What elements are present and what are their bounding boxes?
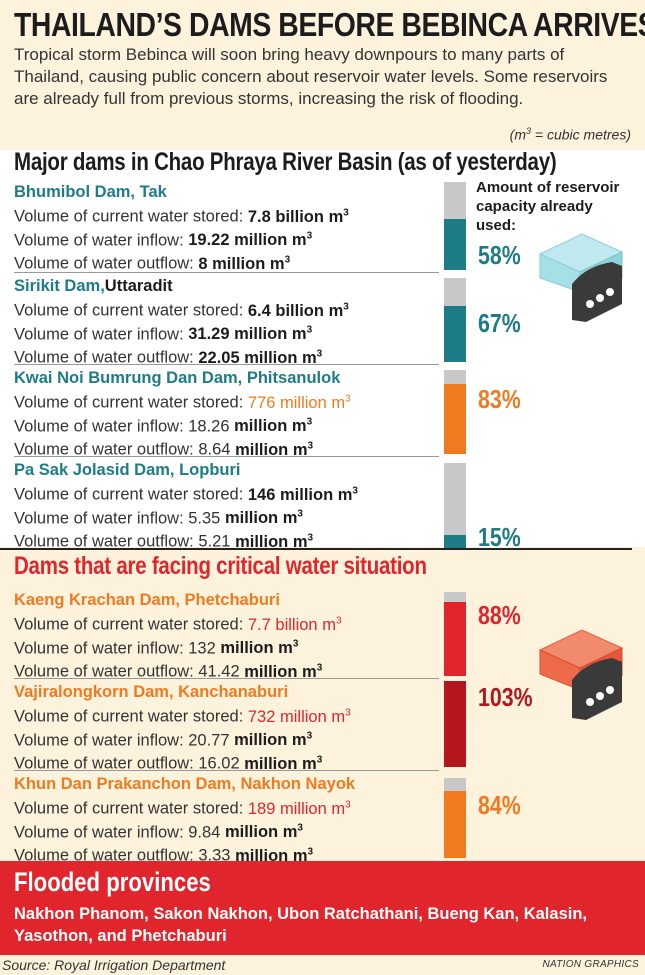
- outflow-row: Volume of water outflow: 3.33 million m3: [14, 846, 314, 865]
- inflow-row: Volume of water inflow: 31.29 million m3: [14, 324, 313, 344]
- stored-row: Volume of current water stored: 732 mill…: [14, 707, 351, 726]
- section-title-critical: Dams that are facing critical water situ…: [14, 552, 427, 580]
- dam-entry-kwai-noi: Kwai Noi Bumrung Dan Dam, Phitsanulok Vo…: [14, 368, 444, 460]
- capacity-bar-fill: [444, 218, 466, 270]
- dam-name: Pa Sak Jolasid Dam, Lopburi: [14, 461, 241, 479]
- outflow-row: Volume of water outflow: 8.64 million m3: [14, 440, 314, 459]
- capacity-percent: 58%: [478, 240, 521, 270]
- divider: [14, 678, 439, 679]
- stored-row: Volume of current water stored: 7.8 bill…: [14, 207, 349, 226]
- reservoir-cube-icon: [538, 233, 624, 322]
- outflow-row: Volume of water outflow: 5.21 million m3: [14, 532, 314, 551]
- capacity-label: Amount of reservoir capacity already use…: [476, 179, 620, 234]
- flooded-provinces-box: Flooded provinces Nakhon Phanom, Sakon N…: [0, 861, 645, 955]
- stored-row: Volume of current water stored: 146 mill…: [14, 485, 358, 504]
- dam-entry-sirikit: Sirikit Dam,Uttaradit Volume of current …: [14, 276, 444, 368]
- capacity-bar-fill: [444, 602, 466, 676]
- dam-entry-vajiralongkorn: Vajiralongkorn Dam, Kanchanaburi Volume …: [14, 682, 444, 774]
- capacity-percent: 83%: [478, 384, 521, 414]
- dam-entry-kaeng-krachan: Kaeng Krachan Dam, Phetchaburi Volume of…: [14, 590, 444, 682]
- divider: [14, 364, 439, 365]
- capacity-bar-fill: [444, 681, 466, 767]
- stored-row: Volume of current water stored: 7.7 bill…: [14, 615, 342, 634]
- stored-row: Volume of current water stored: 189 mill…: [14, 799, 351, 818]
- capacity-bar: [444, 778, 466, 858]
- source-note: Source: Royal Irrigation Department: [2, 957, 226, 973]
- graphics-credit: NATION GRAPHICS: [542, 959, 639, 970]
- inflow-row: Volume of water inflow: 19.22 million m3: [14, 230, 313, 250]
- dam-entry-khun-dan: Khun Dan Prakanchon Dam, Nakhon Nayok Vo…: [14, 774, 444, 866]
- reservoir-cube-icon: [538, 629, 624, 720]
- capacity-bar: [444, 463, 466, 548]
- dam-entry-pa-sak: Pa Sak Jolasid Dam, Lopburi Volume of cu…: [14, 460, 444, 552]
- capacity-bar-fill: [444, 535, 466, 548]
- section-divider: [0, 548, 632, 550]
- flooded-provinces-title: Flooded provinces: [14, 867, 211, 897]
- divider: [14, 456, 439, 457]
- dam-name: Kwai Noi Bumrung Dan Dam, Phitsanulok: [14, 369, 341, 387]
- capacity-bar: [444, 370, 466, 454]
- capacity-bar: [444, 182, 466, 270]
- dam-name: Kaeng Krachan Dam, Phetchaburi: [14, 591, 280, 609]
- outflow-row: Volume of water outflow: 16.02 million m…: [14, 754, 323, 773]
- dam-name: Vajiralongkorn Dam, Kanchanaburi: [14, 683, 289, 701]
- capacity-bar: [444, 681, 466, 767]
- inflow-row: Volume of water inflow: 9.84 million m3: [14, 822, 303, 842]
- page-title: THAILAND’S DAMS BEFORE BEBINCA ARRIVES: [14, 6, 645, 43]
- capacity-percent: 67%: [478, 308, 521, 338]
- stored-row: Volume of current water stored: 776 mill…: [14, 393, 351, 412]
- inflow-row: Volume of water inflow: 20.77 million m3: [14, 730, 313, 750]
- capacity-bar: [444, 278, 466, 362]
- capacity-bar-fill: [444, 305, 466, 362]
- divider: [14, 272, 439, 273]
- dam-name: Khun Dan Prakanchon Dam, Nakhon Nayok: [14, 775, 356, 793]
- section-title-major: Major dams in Chao Phraya River Basin (a…: [14, 148, 557, 176]
- dam-name: Bhumibol Dam, Tak: [14, 183, 167, 201]
- dam-entry-bhumibol: Bhumibol Dam, Tak Volume of current wate…: [14, 182, 444, 274]
- stored-row: Volume of current water stored: 6.4 bill…: [14, 301, 349, 320]
- outflow-row: Volume of water outflow: 8 million m3: [14, 254, 291, 273]
- inflow-row: Volume of water inflow: 18.26 million m3: [14, 416, 313, 436]
- inflow-row: Volume of water inflow: 132 million m3: [14, 638, 299, 658]
- outflow-row: Volume of water outflow: 41.42 million m…: [14, 662, 323, 681]
- divider: [14, 770, 439, 771]
- capacity-percent: 84%: [478, 790, 521, 820]
- flooded-provinces-list: Nakhon Phanom, Sakon Nakhon, Ubon Ratcha…: [14, 905, 587, 945]
- intro-text: Tropical storm Bebinca will soon bring h…: [14, 45, 608, 108]
- capacity-bar-fill: [444, 384, 466, 454]
- capacity-bar-fill: [444, 790, 466, 858]
- capacity-percent: 15%: [478, 522, 521, 552]
- capacity-percent: 103%: [478, 682, 533, 712]
- dam-name: Sirikit Dam,Uttaradit: [14, 277, 173, 295]
- capacity-bar: [444, 592, 466, 676]
- inflow-row: Volume of water inflow: 5.35 million m3: [14, 508, 303, 528]
- unit-note: (m3 = cubic metres): [509, 126, 631, 143]
- outflow-row: Volume of water outflow: 22.05 million m…: [14, 348, 323, 367]
- capacity-percent: 88%: [478, 600, 521, 630]
- major-dams-panel: [0, 150, 645, 547]
